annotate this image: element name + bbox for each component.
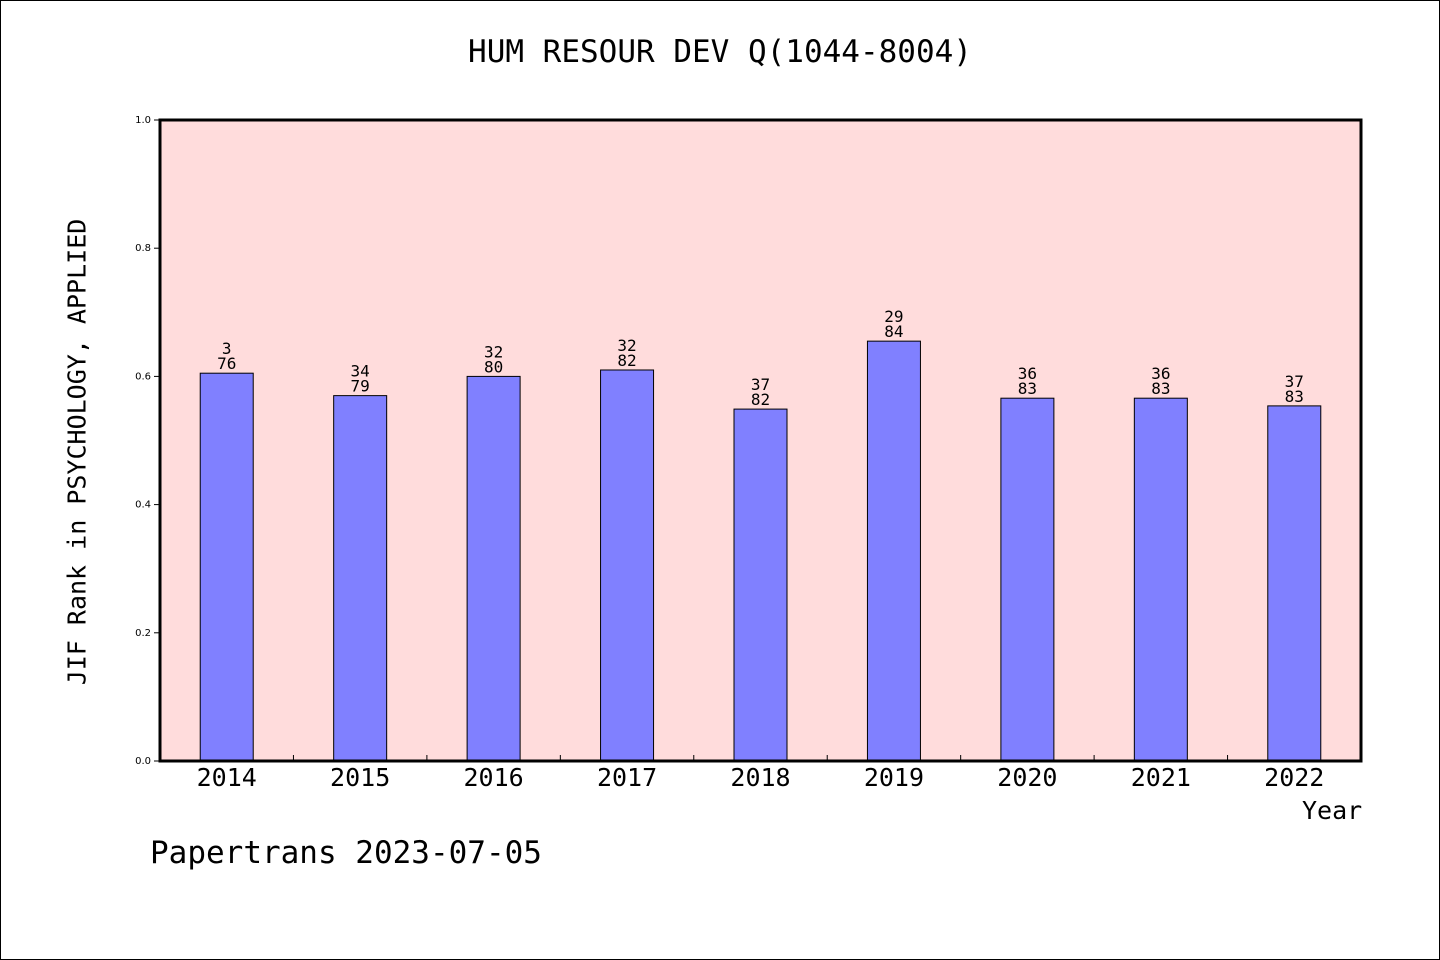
bar-2016 bbox=[466, 375, 521, 762]
bar-label-top: 29 bbox=[884, 307, 903, 326]
bar-2019 bbox=[866, 340, 921, 762]
bar-label-bottom: 83 bbox=[1285, 387, 1304, 406]
x-tick-label: 2015 bbox=[330, 763, 390, 792]
bar-2018 bbox=[733, 408, 788, 762]
footer-credit: Papertrans 2023-07-05 bbox=[150, 835, 542, 871]
bar-label-bottom: 76 bbox=[217, 354, 236, 373]
bar-label-bottom: 79 bbox=[351, 377, 370, 396]
y-tick-label: 0.4 bbox=[135, 500, 151, 511]
x-tick-label: 2020 bbox=[997, 763, 1057, 792]
y-tick-label: 0.0 bbox=[135, 756, 151, 767]
y-tick-label: 0.8 bbox=[135, 243, 151, 254]
y-tick-label: 0.6 bbox=[135, 371, 151, 382]
y-tick-label: 1.0 bbox=[135, 115, 151, 126]
bar-label-bottom: 83 bbox=[1018, 379, 1037, 398]
bar-label-bottom: 84 bbox=[884, 322, 903, 341]
bar-label-top: 36 bbox=[1151, 364, 1170, 383]
bar-label-bottom: 82 bbox=[617, 351, 636, 370]
bar-2014 bbox=[199, 372, 254, 762]
bar-label-top: 36 bbox=[1018, 364, 1037, 383]
bar-label-top: 3 bbox=[222, 339, 232, 358]
bar-label-bottom: 80 bbox=[484, 357, 503, 376]
bar-2021 bbox=[1133, 397, 1188, 762]
bar-label-top: 32 bbox=[617, 336, 636, 355]
plot-border bbox=[158, 118, 1363, 763]
chart-title: HUM RESOUR DEV Q(1044-8004) bbox=[468, 34, 972, 70]
bar-label-top: 37 bbox=[751, 375, 770, 394]
bar-2020 bbox=[1000, 397, 1055, 762]
x-tick-label: 2021 bbox=[1131, 763, 1191, 792]
x-axis-label: Year bbox=[1302, 796, 1363, 825]
x-tick-label: 2017 bbox=[597, 763, 657, 792]
x-tick-label: 2018 bbox=[730, 763, 790, 792]
bar-label-top: 37 bbox=[1285, 372, 1304, 391]
bar-label-top: 34 bbox=[351, 362, 370, 381]
bar-2022 bbox=[1267, 405, 1322, 762]
bar-2017 bbox=[600, 369, 655, 762]
x-tick-label: 2022 bbox=[1264, 763, 1324, 792]
bar-label-bottom: 82 bbox=[751, 390, 770, 409]
bar-2015 bbox=[333, 395, 388, 762]
bar-label-top: 32 bbox=[484, 342, 503, 361]
x-tick-label: 2016 bbox=[464, 763, 524, 792]
x-tick-label: 2019 bbox=[864, 763, 924, 792]
y-tick-label: 0.2 bbox=[135, 628, 151, 639]
bar-label-bottom: 83 bbox=[1151, 379, 1170, 398]
x-tick-label: 2014 bbox=[197, 763, 257, 792]
